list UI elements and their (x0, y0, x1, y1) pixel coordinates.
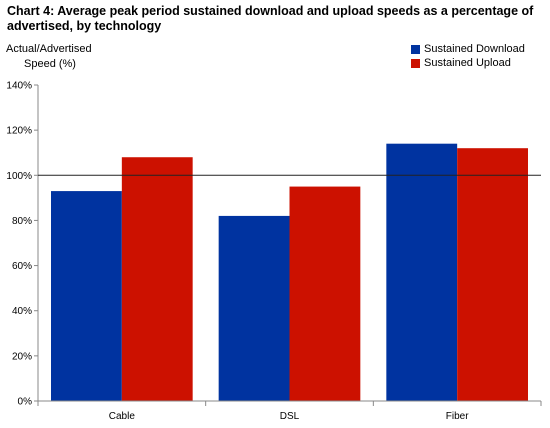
bar-cable-sustained-download (51, 191, 122, 401)
legend-item-upload: Sustained Upload (411, 56, 525, 70)
legend-item-download: Sustained Download (411, 42, 525, 56)
y-tick-label-120: 120% (6, 126, 32, 137)
y-tick-label-80: 80% (12, 216, 32, 227)
bar-cable-sustained-upload (121, 157, 193, 401)
x-tick-label-fiber: Fiber (446, 411, 469, 422)
x-tick-label-cable: Cable (109, 411, 136, 422)
y-axis-label-line-1: Actual/Advertised (6, 43, 92, 55)
bar-dsl-sustained-download (218, 215, 290, 401)
legend-label-upload: Sustained Upload (424, 57, 511, 69)
y-axis-label-line-2: Speed (%) (24, 58, 76, 70)
y-axis-label: Actual/Advertised Speed (%) (6, 42, 92, 72)
y-tick-label-140: 140% (6, 81, 32, 92)
legend-swatch-download (411, 44, 420, 54)
legend-label-download: Sustained Download (424, 43, 525, 55)
y-tick-label-40: 40% (12, 306, 32, 317)
bar-fiber-sustained-download (386, 143, 458, 401)
chart-title: Chart 4: Average peak period sustained d… (7, 4, 534, 33)
y-tick-label-20: 20% (12, 351, 32, 362)
legend-swatch-upload (411, 58, 420, 68)
y-tick-label-0: 0% (18, 397, 33, 408)
bar-fiber-sustained-upload (457, 148, 528, 401)
legend: Sustained Download Sustained Upload (411, 42, 525, 70)
y-tick-label-100: 100% (6, 171, 32, 182)
bar-dsl-sustained-upload (289, 186, 361, 401)
x-tick-label-dsl: DSL (280, 411, 300, 422)
y-tick-label-60: 60% (12, 261, 32, 272)
